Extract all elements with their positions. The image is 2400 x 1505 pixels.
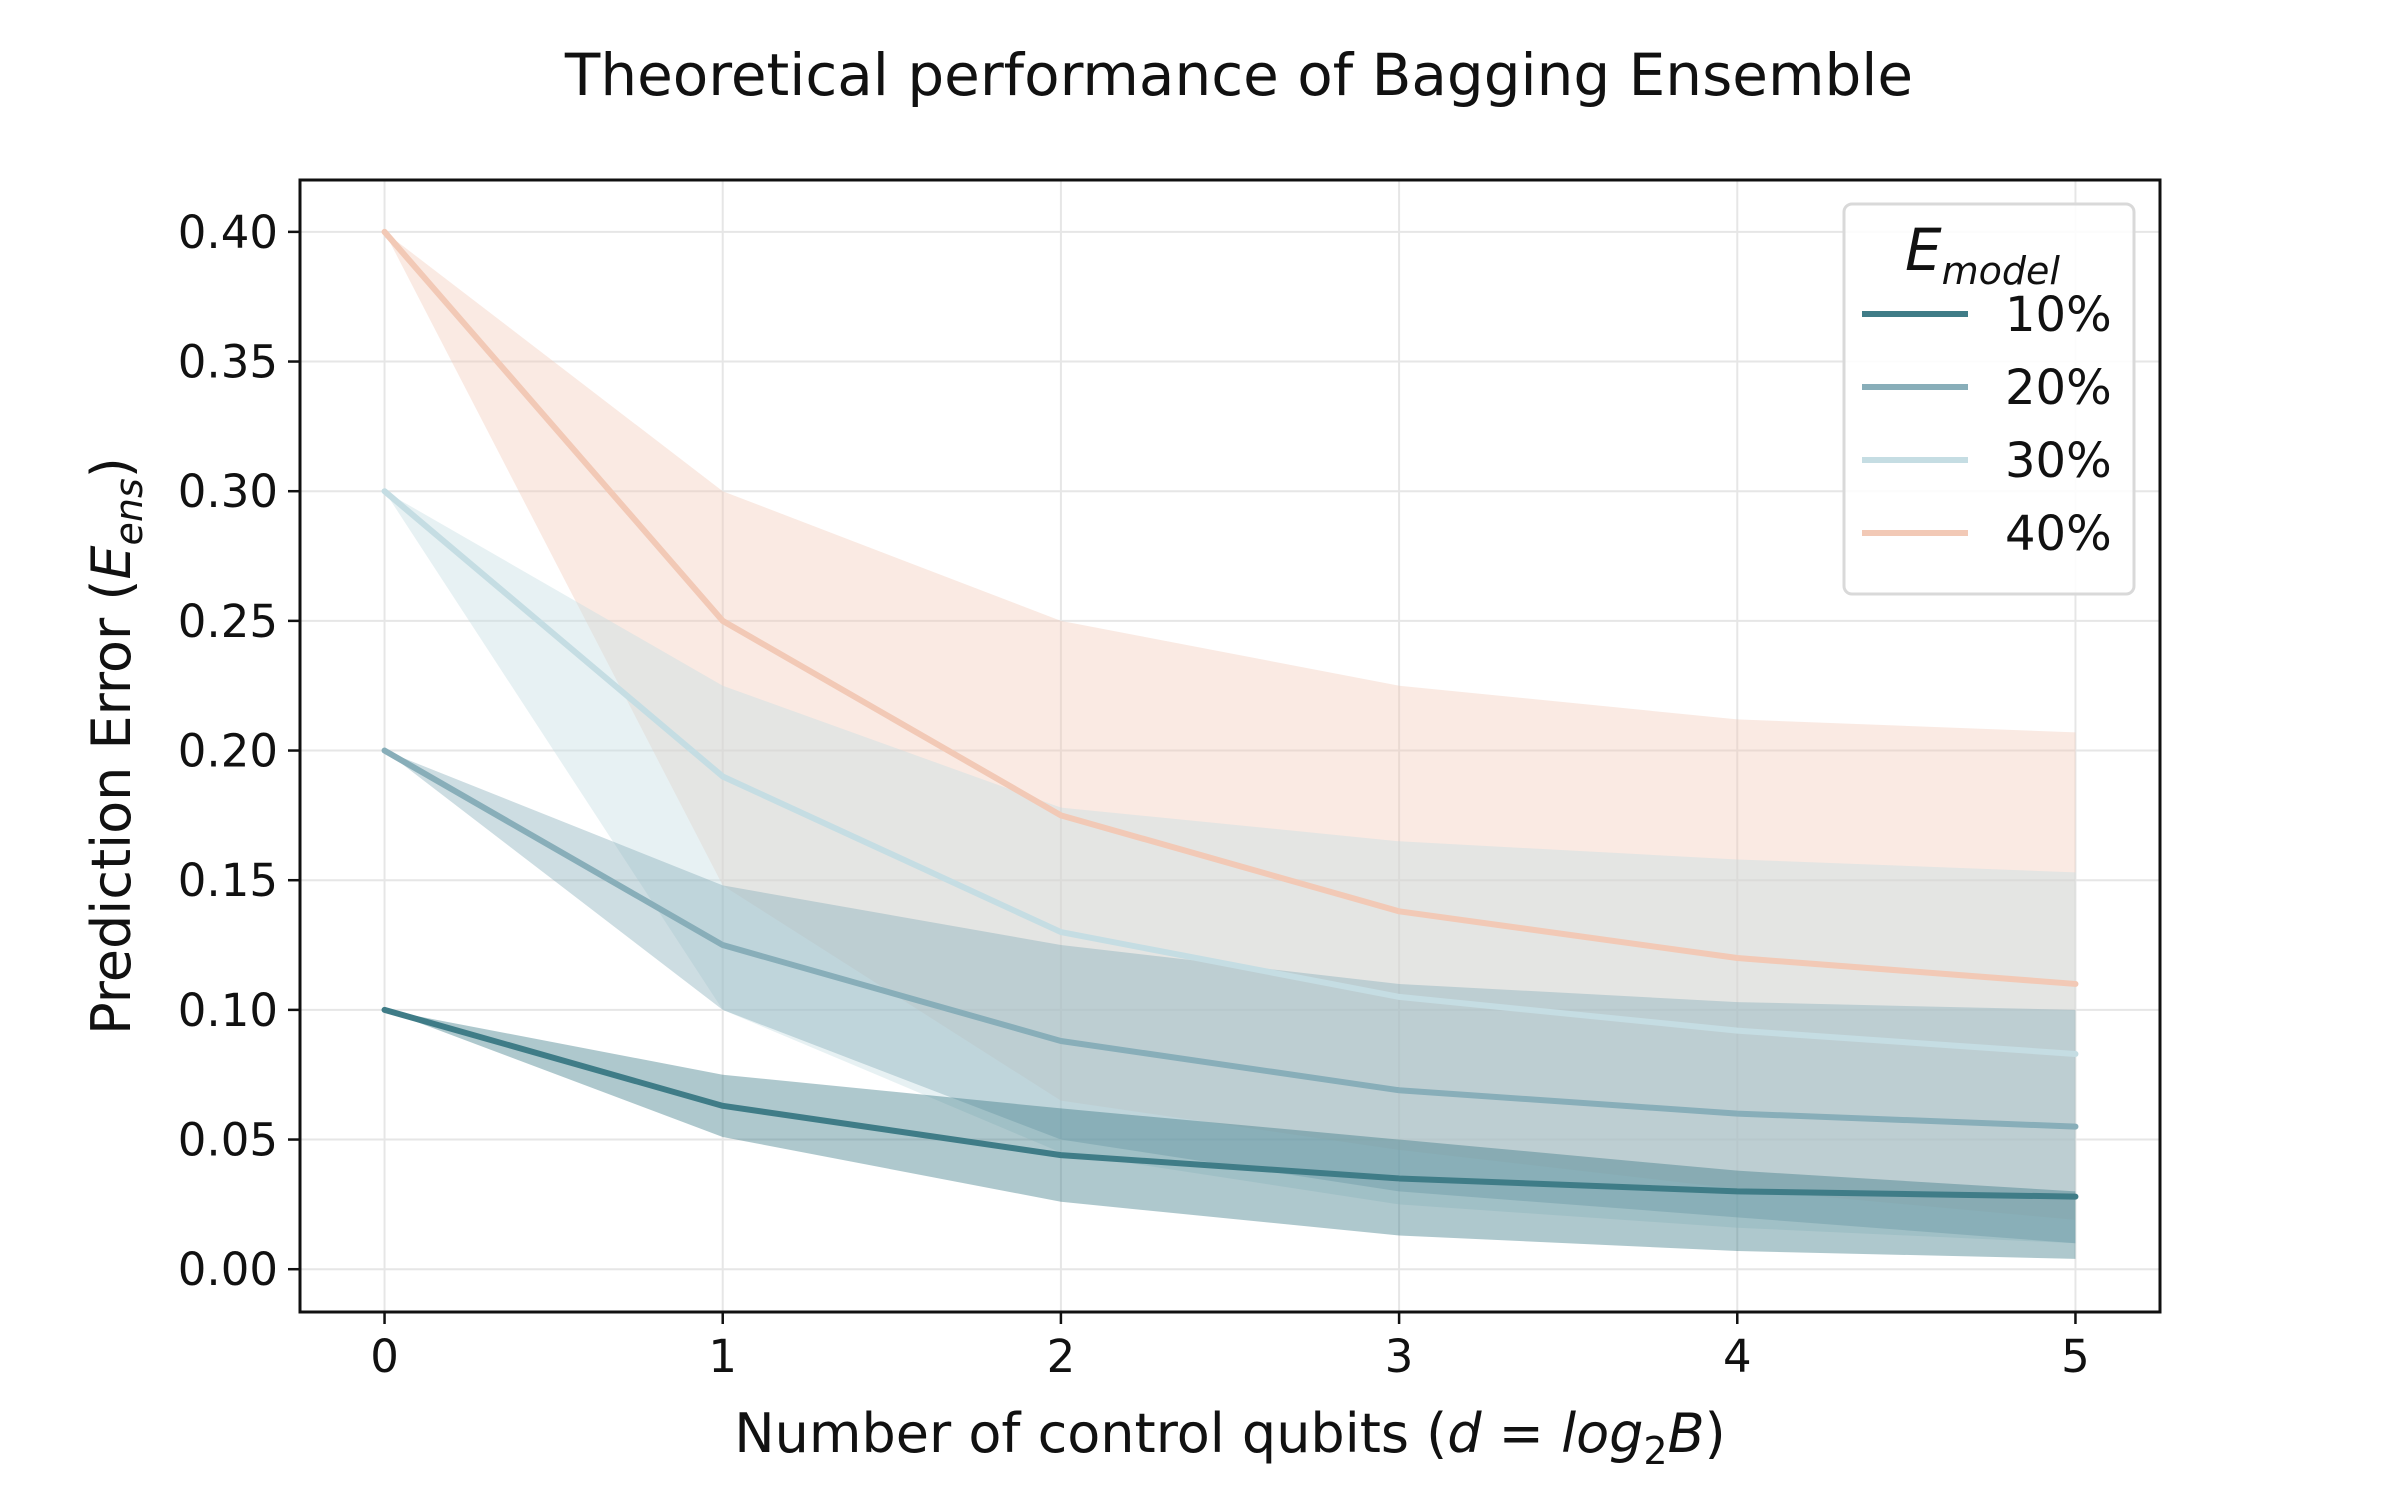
line-10pct bbox=[381, 1006, 2079, 1200]
legend: Emodel 10% 20% 30% 40% bbox=[1842, 202, 2136, 596]
line-40pct bbox=[381, 228, 2079, 987]
band-30pct bbox=[384, 491, 2076, 1244]
band-10pct bbox=[384, 1009, 2076, 1259]
legend-items: 10% 20% 30% 40% bbox=[1862, 287, 2112, 562]
chart-title: Theoretical performance of Bagging Ensem… bbox=[564, 41, 1913, 109]
y-tick-label: 0.10 bbox=[178, 984, 278, 1037]
x-tick-label: 3 bbox=[1385, 1330, 1414, 1383]
legend-box bbox=[1842, 202, 2136, 596]
x-tick-label: 1 bbox=[708, 1330, 737, 1383]
line-20pct bbox=[381, 747, 2079, 1130]
x-tick-label: 2 bbox=[1047, 1330, 1076, 1383]
legend-label-40pct: 40% bbox=[2005, 506, 2112, 562]
y-tick-label: 0.25 bbox=[178, 595, 278, 648]
y-tick-label: 0.30 bbox=[178, 465, 278, 518]
legend-label-30pct: 30% bbox=[2005, 433, 2112, 489]
band-20pct bbox=[384, 750, 2076, 1244]
plot-frame bbox=[298, 178, 2162, 1314]
y-tick-label: 0.20 bbox=[178, 725, 278, 778]
axis-ticks: 0 1 2 3 4 5 0.00 0.05 0.10 0.15 0.20 0.25 0.30 0.35 0.… bbox=[178, 206, 2090, 1383]
legend-label-10pct: 10% bbox=[2005, 287, 2112, 343]
series-lines bbox=[381, 228, 2079, 1200]
band-40pct bbox=[384, 231, 2076, 1220]
y-tick-label: 0.05 bbox=[178, 1114, 278, 1167]
x-tick-label: 5 bbox=[2061, 1330, 2090, 1383]
legend-title: Emodel bbox=[1905, 216, 2060, 293]
line-30pct bbox=[381, 488, 2079, 1057]
y-tick-label: 0.00 bbox=[178, 1243, 278, 1296]
y-tick-label: 0.40 bbox=[178, 206, 278, 259]
y-tick-label: 0.35 bbox=[178, 336, 278, 389]
x-axis-label: Number of control qubits (d = log2B) bbox=[734, 1402, 1725, 1473]
y-tick-label: 0.15 bbox=[178, 854, 278, 907]
confidence-bands bbox=[384, 231, 2076, 1259]
x-tick-label: 4 bbox=[1723, 1330, 1752, 1383]
y-axis-label: Prediction Error (Eens) bbox=[80, 457, 151, 1035]
legend-label-20pct: 20% bbox=[2005, 360, 2112, 416]
x-tick-label: 0 bbox=[370, 1330, 399, 1383]
